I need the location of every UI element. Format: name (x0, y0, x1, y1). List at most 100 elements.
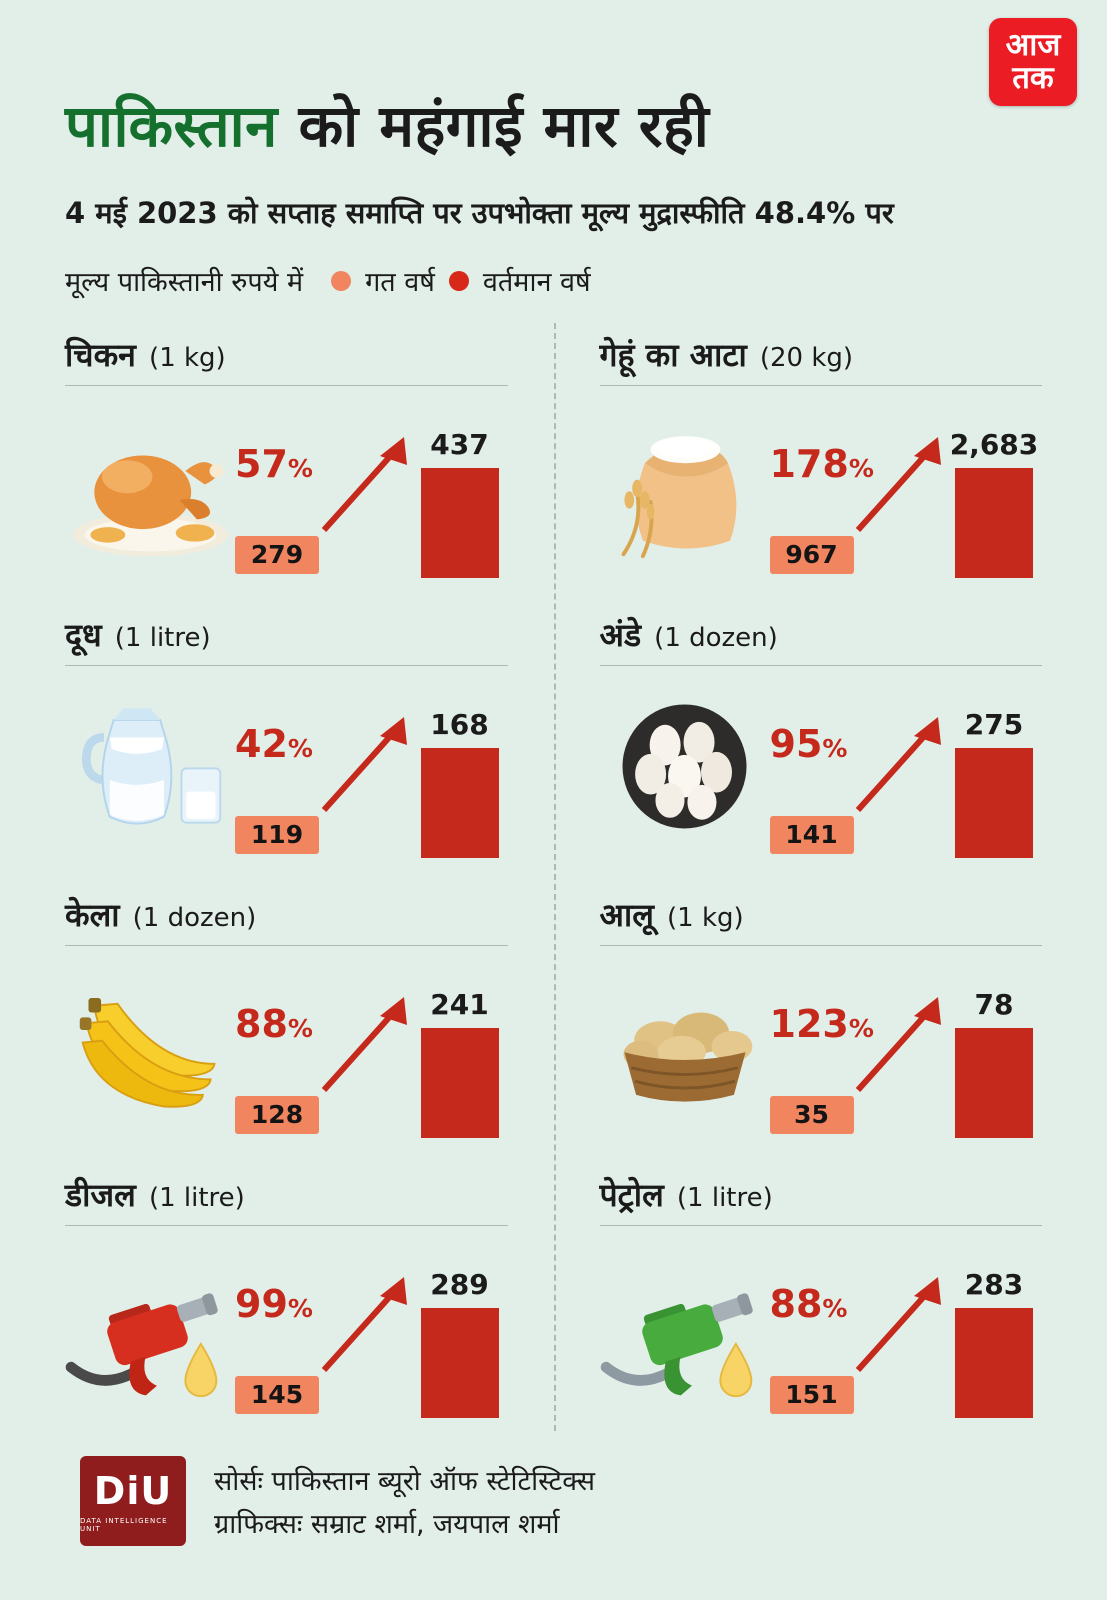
current-year-bar: 2,683 (946, 428, 1042, 578)
credits: सोर्सः पाकिस्तान ब्यूरो ऑफ स्टेटिस्टिक्स… (214, 1455, 595, 1547)
current-year-bar: 437 (412, 428, 508, 578)
legend: मूल्य पाकिस्तानी रुपये में गत वर्ष वर्तम… (65, 262, 1042, 299)
percent-change: 57% (235, 442, 313, 486)
legend-dot-current-year-icon (448, 270, 469, 291)
current-year-price: 168 (430, 708, 489, 741)
increase-arrow-icon (321, 717, 407, 813)
bar (955, 468, 1033, 578)
current-year-price: 289 (430, 1268, 489, 1301)
item-title: डीजल (65, 1176, 136, 1214)
card-header: दूध (1 litre) (65, 613, 508, 666)
increase-arrow-icon (855, 437, 941, 533)
item-unit: (1 kg) (149, 343, 226, 373)
card-body: 123% 35 78 (600, 950, 1043, 1138)
card-body: 88% 128 241 (65, 950, 508, 1138)
item-card-banana: केला (1 dozen) 88% (65, 893, 508, 1145)
eggs-bowl-icon (600, 687, 770, 842)
item-title: केला (65, 896, 120, 934)
current-year-bar: 289 (412, 1268, 508, 1418)
aajtak-logo-line2: तक (1012, 60, 1054, 96)
percent-change: 42% (235, 722, 313, 766)
bar (420, 1028, 499, 1138)
item-title: चिकन (65, 336, 136, 374)
increase-arrow-icon (855, 997, 941, 1093)
item-card-diesel: डीजल (1 litre) (65, 1173, 508, 1425)
graphics-credit-line: ग्राफिक्सः सम्राट शर्मा, जयपाल शर्मा (214, 1509, 560, 1540)
stats: 88% 151 (769, 1242, 947, 1418)
legend-current-year-label: वर्तमान वर्ष (482, 267, 591, 298)
last-year-price: 279 (235, 536, 319, 574)
stats: 57% 279 (235, 402, 412, 578)
item-card-wheat-flour: गेहूं का आटा (20 kg) (599, 333, 1043, 585)
percent-change: 95% (769, 722, 848, 766)
card-header: डीजल (1 litre) (65, 1173, 508, 1226)
card-header: केला (1 dozen) (65, 893, 508, 946)
card-body: 42% 119 168 (65, 670, 508, 858)
item-unit: (20 kg) (759, 343, 854, 373)
item-unit: (1 litre) (148, 1183, 245, 1213)
current-year-bar: 241 (412, 988, 508, 1138)
banana-icon (65, 967, 235, 1122)
current-year-price: 275 (964, 708, 1024, 741)
bar (420, 468, 499, 578)
current-year-price: 78 (974, 988, 1014, 1021)
stats: 88% 128 (235, 962, 412, 1138)
potato-basket-icon (600, 967, 770, 1122)
petrol-nozzle-icon (600, 1247, 770, 1402)
increase-arrow-icon (855, 717, 941, 813)
card-header: आलू (1 kg) (599, 893, 1042, 946)
items-grid: चिकन (1 kg) (0, 299, 1107, 1431)
last-year-price: 145 (235, 1376, 319, 1414)
increase-arrow-icon (321, 1277, 407, 1373)
last-year-price: 35 (769, 1096, 854, 1134)
current-year-price: 437 (430, 428, 489, 461)
last-year-price: 141 (769, 816, 854, 854)
bar (955, 1308, 1033, 1418)
item-card-milk: दूध (1 litre) 42% (65, 613, 508, 865)
current-year-price: 241 (430, 988, 489, 1021)
title-rest: को महंगाई मार रही (277, 92, 710, 160)
item-title: गेहूं का आटा (599, 336, 747, 374)
card-body: 57% 279 437 (65, 390, 508, 578)
footer: DiU DATA INTELLIGENCE UNIT सोर्सः पाकिस्… (0, 1455, 1107, 1547)
last-year-price: 151 (769, 1376, 854, 1414)
subtitle: 4 मई 2023 को सप्ताह समाप्ति पर उपभोक्ता … (65, 196, 894, 230)
bar (420, 748, 499, 858)
item-card-chicken: चिकन (1 kg) (65, 333, 508, 585)
last-year-price: 128 (235, 1096, 319, 1134)
stats: 178% 967 (769, 402, 947, 578)
stats: 95% 141 (769, 682, 947, 858)
bar (955, 748, 1033, 858)
item-title: अंडे (599, 616, 642, 654)
item-unit: (1 litre) (676, 1183, 773, 1213)
card-header: गेहूं का आटा (20 kg) (599, 333, 1042, 386)
percent-change: 99% (235, 1282, 313, 1326)
percent-change: 178% (769, 442, 874, 486)
card-header: अंडे (1 dozen) (599, 613, 1042, 666)
diu-logo-text: DiU (93, 1469, 173, 1513)
increase-arrow-icon (855, 1277, 941, 1373)
diesel-nozzle-icon (65, 1247, 235, 1402)
current-year-bar: 78 (946, 988, 1042, 1138)
current-year-bar: 275 (946, 708, 1042, 858)
item-unit: (1 kg) (667, 903, 744, 933)
page-title: पाकिस्तान को महंगाई मार रही (65, 84, 1042, 163)
item-unit: (1 dozen) (132, 903, 257, 933)
item-card-eggs: अंडे (1 dozen) (599, 613, 1043, 865)
percent-change: 123% (769, 1002, 874, 1046)
last-year-price: 119 (235, 816, 319, 854)
stats: 123% 35 (769, 962, 947, 1138)
chicken-icon (65, 407, 235, 562)
bar (420, 1308, 499, 1418)
card-body: 95% 141 275 (600, 670, 1043, 858)
bar (955, 1028, 1033, 1138)
item-card-petrol: पेट्रोल (1 litre) (599, 1173, 1042, 1425)
increase-arrow-icon (321, 437, 407, 533)
card-body: 178% 967 2,683 (600, 390, 1043, 578)
diu-logo: DiU DATA INTELLIGENCE UNIT (80, 1456, 186, 1546)
item-title: पेट्रोल (599, 1176, 664, 1214)
diu-logo-subtext: DATA INTELLIGENCE UNIT (80, 1517, 168, 1533)
item-card-potato: आलू (1 kg) (599, 893, 1043, 1145)
flour-sack-icon (600, 407, 770, 562)
